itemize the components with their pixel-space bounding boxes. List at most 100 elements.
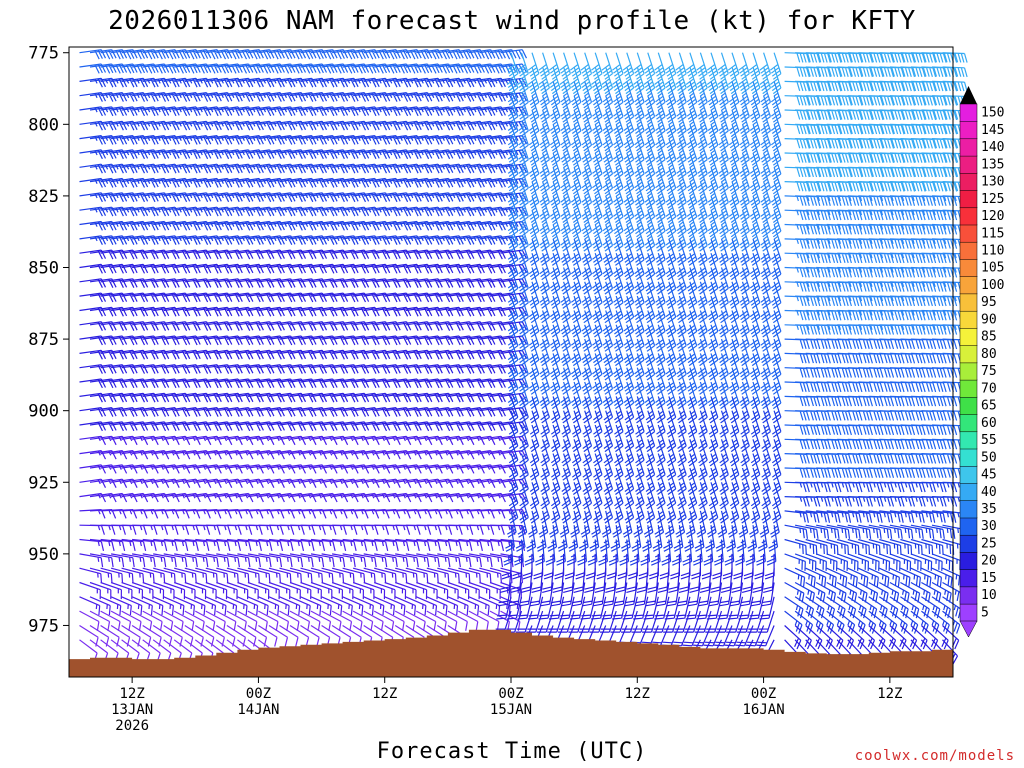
- wind-barb: [405, 77, 433, 88]
- wind-barb: [416, 120, 443, 131]
- wind-barb: [729, 496, 740, 524]
- wind-barb: [889, 538, 913, 555]
- wind-barb: [858, 553, 880, 571]
- x-tick-label-0-2: 2026: [115, 718, 149, 734]
- wind-barb: [258, 163, 285, 174]
- wind-barb: [332, 49, 359, 60]
- wind-barb: [633, 52, 645, 80]
- wind-barb: [100, 538, 126, 552]
- wind-barb: [226, 567, 250, 584]
- wind-barb: [727, 596, 744, 620]
- wind-barb: [526, 610, 544, 633]
- wind-barb: [642, 525, 652, 552]
- wind-barb: [691, 553, 701, 580]
- wind-barb: [731, 568, 744, 593]
- wind-barb: [910, 581, 931, 603]
- wind-barb: [374, 192, 401, 203]
- wind-barb: [226, 220, 254, 231]
- wind-barb: [715, 525, 726, 552]
- wind-barb: [384, 206, 412, 217]
- wind-barb: [195, 581, 217, 600]
- wind-barb: [603, 496, 614, 524]
- wind-barb: [395, 92, 422, 102]
- wind-barb: [184, 581, 207, 600]
- wind-barb: [89, 163, 117, 174]
- colorbar-tick-label: 110: [981, 244, 1004, 259]
- wind-barb: [121, 610, 142, 631]
- wind-barb: [111, 49, 138, 60]
- wind-barb: [416, 206, 443, 217]
- wind-barb: [717, 596, 733, 620]
- wind-barb: [458, 192, 485, 203]
- wind-barb: [395, 149, 422, 160]
- wind-barb: [237, 220, 264, 231]
- wind-barb: [750, 582, 765, 607]
- wind-barb: [279, 624, 299, 647]
- wind-barb: [677, 496, 687, 524]
- wind-barb: [268, 49, 296, 60]
- wind-barb: [879, 538, 902, 555]
- wind-barb: [538, 596, 554, 620]
- wind-barb: [437, 92, 464, 102]
- wind-barb: [79, 581, 101, 600]
- wind-barb: [784, 581, 805, 603]
- wind-barb: [353, 149, 380, 160]
- wind-barb: [321, 177, 349, 188]
- wind-barb: [868, 567, 890, 587]
- wind-barb: [100, 63, 128, 74]
- wind-barb: [479, 177, 506, 188]
- wind-barb: [111, 149, 138, 160]
- wind-barb: [216, 149, 243, 160]
- wind-barb: [174, 63, 201, 74]
- wind-barb: [784, 166, 810, 178]
- wind-barb: [237, 120, 264, 131]
- x-tick-label-0-1: 13JAN: [111, 702, 153, 718]
- wind-barb: [342, 149, 370, 160]
- wind-barb: [447, 610, 468, 631]
- wind-barb: [300, 610, 321, 631]
- wind-barb: [342, 49, 370, 60]
- wind-barb: [605, 568, 617, 593]
- wind-barb: [784, 80, 810, 92]
- wind-barb: [195, 120, 222, 131]
- wind-barb: [784, 395, 810, 407]
- wind-barb: [426, 149, 454, 160]
- wind-barb: [756, 539, 766, 566]
- wind-barb: [184, 120, 212, 131]
- colorbar-swatch: [959, 586, 978, 605]
- wind-barb: [353, 235, 380, 245]
- wind-barb: [100, 553, 125, 568]
- wind-barb: [121, 192, 149, 203]
- wind-barb: [601, 52, 614, 80]
- wind-barb: [268, 177, 296, 188]
- wind-barb: [527, 52, 540, 80]
- wind-barb: [784, 324, 810, 335]
- wind-barb: [458, 106, 485, 117]
- wind-barb: [426, 135, 454, 145]
- wind-barb: [661, 539, 672, 566]
- wind-barb: [858, 538, 881, 555]
- wind-barb: [216, 49, 243, 60]
- wind-barb: [111, 77, 138, 88]
- wind-barb: [743, 553, 754, 580]
- wind-barb: [237, 610, 258, 631]
- wind-barb: [342, 192, 370, 203]
- wind-barb: [142, 149, 170, 160]
- wind-barb: [638, 553, 649, 580]
- wind-barb: [675, 596, 691, 620]
- wind-barb: [815, 581, 836, 603]
- wind-barb: [663, 610, 680, 633]
- y-tick-label-2: 825: [28, 187, 59, 207]
- wind-barb: [258, 177, 285, 188]
- wind-barb: [353, 135, 380, 145]
- wind-barb: [447, 553, 472, 568]
- wind-barb: [184, 553, 209, 568]
- wind-barb: [332, 192, 359, 203]
- colorbar-tick-label: 15: [981, 571, 997, 586]
- wind-barb: [100, 235, 128, 245]
- wind-barb: [352, 596, 374, 616]
- wind-barb: [163, 177, 191, 188]
- wind-barb: [594, 568, 607, 593]
